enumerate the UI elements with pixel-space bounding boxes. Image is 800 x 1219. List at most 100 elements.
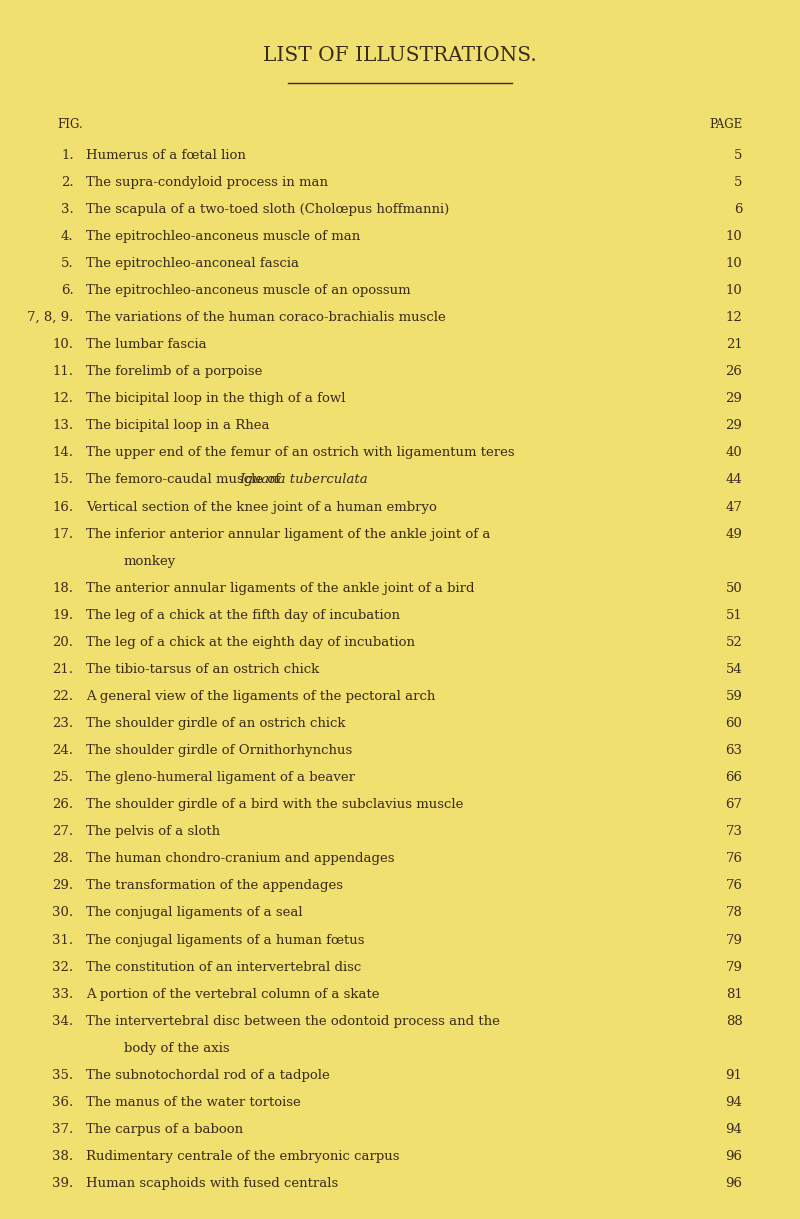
Text: 88: 88 xyxy=(726,1014,742,1028)
Text: 38.: 38. xyxy=(53,1150,74,1163)
Text: 26: 26 xyxy=(726,366,742,378)
Text: 10.: 10. xyxy=(53,338,74,351)
Text: The bicipital loop in the thigh of a fowl: The bicipital loop in the thigh of a fow… xyxy=(86,393,346,405)
Text: The femoro-caudal muscle of: The femoro-caudal muscle of xyxy=(86,473,285,486)
Text: 3.: 3. xyxy=(61,202,74,216)
Text: 59: 59 xyxy=(726,690,742,703)
Text: The anterior annular ligaments of the ankle joint of a bird: The anterior annular ligaments of the an… xyxy=(86,581,475,595)
Text: The conjugal ligaments of a seal: The conjugal ligaments of a seal xyxy=(86,907,303,919)
Text: 96: 96 xyxy=(726,1150,742,1163)
Text: The intervertebral disc between the odontoid process and the: The intervertebral disc between the odon… xyxy=(86,1014,500,1028)
Text: The leg of a chick at the eighth day of incubation: The leg of a chick at the eighth day of … xyxy=(86,636,415,649)
Text: The epitrochleo-anconeus muscle of man: The epitrochleo-anconeus muscle of man xyxy=(86,230,361,243)
Text: 76: 76 xyxy=(726,852,742,865)
Text: The shoulder girdle of Ornithorhynchus: The shoulder girdle of Ornithorhynchus xyxy=(86,744,353,757)
Text: 29: 29 xyxy=(726,393,742,405)
Text: 11.: 11. xyxy=(53,366,74,378)
Text: Rudimentary centrale of the embryonic carpus: Rudimentary centrale of the embryonic ca… xyxy=(86,1150,400,1163)
Text: 66: 66 xyxy=(726,772,742,784)
Text: 37.: 37. xyxy=(52,1123,74,1136)
Text: 50: 50 xyxy=(726,581,742,595)
Text: 63: 63 xyxy=(726,744,742,757)
Text: 5.: 5. xyxy=(61,257,74,269)
Text: 79: 79 xyxy=(726,961,742,974)
Text: Human scaphoids with fused centrals: Human scaphoids with fused centrals xyxy=(86,1178,338,1190)
Text: 52: 52 xyxy=(726,636,742,649)
Text: 25.: 25. xyxy=(53,772,74,784)
Text: Iguana tuberculata: Iguana tuberculata xyxy=(240,473,368,486)
Text: The shoulder girdle of an ostrich chick: The shoulder girdle of an ostrich chick xyxy=(86,717,346,730)
Text: The shoulder girdle of a bird with the subclavius muscle: The shoulder girdle of a bird with the s… xyxy=(86,798,464,811)
Text: The constitution of an intervertebral disc: The constitution of an intervertebral di… xyxy=(86,961,362,974)
Text: The scapula of a two-toed sloth (Cholœpus hoffmanni): The scapula of a two-toed sloth (Cholœpu… xyxy=(86,202,450,216)
Text: 6: 6 xyxy=(734,202,742,216)
Text: 60: 60 xyxy=(726,717,742,730)
Text: The conjugal ligaments of a human fœtus: The conjugal ligaments of a human fœtus xyxy=(86,934,365,946)
Text: 36.: 36. xyxy=(52,1096,74,1109)
Text: 12.: 12. xyxy=(53,393,74,405)
Text: 21: 21 xyxy=(726,338,742,351)
Text: 22.: 22. xyxy=(53,690,74,703)
Text: 44: 44 xyxy=(726,473,742,486)
Text: The lumbar fascia: The lumbar fascia xyxy=(86,338,207,351)
Text: The pelvis of a sloth: The pelvis of a sloth xyxy=(86,825,221,839)
Text: 51: 51 xyxy=(726,608,742,622)
Text: The variations of the human coraco-brachialis muscle: The variations of the human coraco-brach… xyxy=(86,311,446,324)
Text: 13.: 13. xyxy=(53,419,74,433)
Text: 5: 5 xyxy=(734,176,742,189)
Text: 32.: 32. xyxy=(53,961,74,974)
Text: The forelimb of a porpoise: The forelimb of a porpoise xyxy=(86,366,262,378)
Text: 94: 94 xyxy=(726,1096,742,1109)
Text: 12: 12 xyxy=(726,311,742,324)
Text: 2.: 2. xyxy=(61,176,74,189)
Text: The human chondro-cranium and appendages: The human chondro-cranium and appendages xyxy=(86,852,395,865)
Text: 15.: 15. xyxy=(53,473,74,486)
Text: 10: 10 xyxy=(726,284,742,297)
Text: The carpus of a baboon: The carpus of a baboon xyxy=(86,1123,243,1136)
Text: 4.: 4. xyxy=(61,230,74,243)
Text: The supra-condyloid process in man: The supra-condyloid process in man xyxy=(86,176,328,189)
Text: 81: 81 xyxy=(726,987,742,1001)
Text: 30.: 30. xyxy=(53,907,74,919)
Text: 24.: 24. xyxy=(53,744,74,757)
Text: 23.: 23. xyxy=(53,717,74,730)
Text: 14.: 14. xyxy=(53,446,74,460)
Text: 73: 73 xyxy=(726,825,742,839)
Text: 29.: 29. xyxy=(53,879,74,892)
Text: The leg of a chick at the fifth day of incubation: The leg of a chick at the fifth day of i… xyxy=(86,608,400,622)
Text: The inferior anterior annular ligament of the ankle joint of a: The inferior anterior annular ligament o… xyxy=(86,528,490,540)
Text: 39.: 39. xyxy=(52,1178,74,1190)
Text: 67: 67 xyxy=(726,798,742,811)
Text: 76: 76 xyxy=(726,879,742,892)
Text: The upper end of the femur of an ostrich with ligamentum teres: The upper end of the femur of an ostrich… xyxy=(86,446,515,460)
Text: body of the axis: body of the axis xyxy=(124,1042,230,1054)
Text: The transformation of the appendages: The transformation of the appendages xyxy=(86,879,343,892)
Text: 16.: 16. xyxy=(53,501,74,513)
Text: 27.: 27. xyxy=(53,825,74,839)
Text: 29: 29 xyxy=(726,419,742,433)
Text: 31.: 31. xyxy=(53,934,74,946)
Text: 20.: 20. xyxy=(53,636,74,649)
Text: 94: 94 xyxy=(726,1123,742,1136)
Text: Vertical section of the knee joint of a human embryo: Vertical section of the knee joint of a … xyxy=(86,501,438,513)
Text: 6.: 6. xyxy=(61,284,74,297)
Text: 10: 10 xyxy=(726,230,742,243)
Text: The epitrochleo-anconeal fascia: The epitrochleo-anconeal fascia xyxy=(86,257,299,269)
Text: 34.: 34. xyxy=(53,1014,74,1028)
Text: 26.: 26. xyxy=(53,798,74,811)
Text: Humerus of a fœtal lion: Humerus of a fœtal lion xyxy=(86,149,246,162)
Text: 78: 78 xyxy=(726,907,742,919)
Text: The manus of the water tortoise: The manus of the water tortoise xyxy=(86,1096,301,1109)
Text: LIST OF ILLUSTRATIONS.: LIST OF ILLUSTRATIONS. xyxy=(263,46,537,66)
Text: 33.: 33. xyxy=(52,987,74,1001)
Text: The epitrochleo-anconeus muscle of an opossum: The epitrochleo-anconeus muscle of an op… xyxy=(86,284,411,297)
Text: 17.: 17. xyxy=(53,528,74,540)
Text: 18.: 18. xyxy=(53,581,74,595)
Text: 49: 49 xyxy=(726,528,742,540)
Text: 91: 91 xyxy=(726,1069,742,1081)
Text: The tibio-tarsus of an ostrich chick: The tibio-tarsus of an ostrich chick xyxy=(86,663,320,675)
Text: FIG.: FIG. xyxy=(58,118,83,132)
Text: 19.: 19. xyxy=(53,608,74,622)
Text: 35.: 35. xyxy=(53,1069,74,1081)
Text: 79: 79 xyxy=(726,934,742,946)
